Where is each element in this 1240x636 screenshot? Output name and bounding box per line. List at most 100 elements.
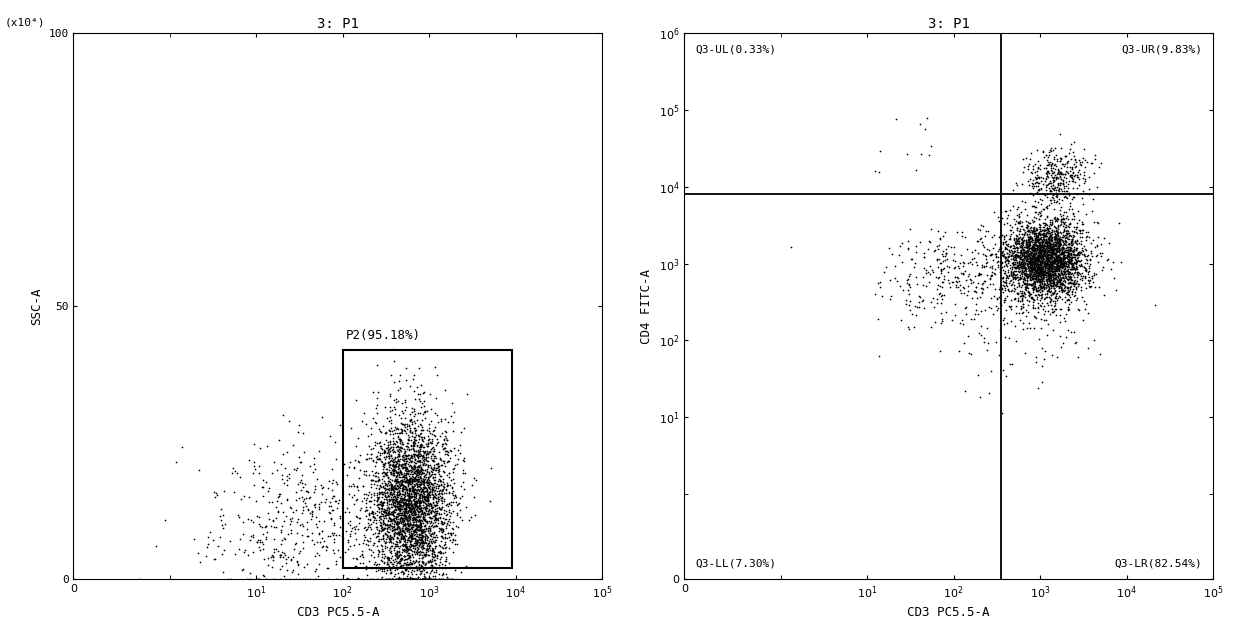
Point: [420, 469, 440, 480]
Point: [1030, 247, 1050, 257]
Point: [362, 466, 382, 476]
Point: [1021, 232, 1040, 242]
Point: [1022, 235, 1042, 245]
Point: [1028, 186, 1048, 197]
Point: [379, 439, 399, 449]
Point: [983, 243, 1003, 253]
Point: [1033, 262, 1053, 272]
Point: [1064, 272, 1084, 282]
Point: [1002, 222, 1022, 232]
Point: [379, 504, 399, 515]
Point: [398, 434, 418, 444]
Point: [401, 541, 420, 551]
Point: [432, 542, 451, 552]
Point: [171, 441, 191, 452]
Point: [358, 508, 378, 518]
Point: [402, 452, 422, 462]
Point: [983, 279, 1003, 289]
Point: [399, 490, 419, 500]
Point: [387, 494, 407, 504]
Point: [348, 433, 368, 443]
Point: [1030, 266, 1050, 276]
Point: [384, 462, 404, 472]
Point: [1033, 266, 1053, 276]
Point: [330, 494, 350, 504]
Point: [382, 551, 402, 561]
Point: [424, 562, 444, 572]
Point: [1028, 254, 1048, 265]
Point: [383, 555, 403, 565]
Point: [360, 522, 379, 532]
Point: [1079, 275, 1099, 286]
Point: [405, 537, 425, 547]
Point: [970, 392, 990, 403]
Point: [1056, 258, 1076, 268]
Point: [281, 525, 301, 535]
Point: [432, 485, 451, 495]
Point: [1013, 291, 1033, 301]
Point: [1022, 167, 1042, 177]
Point: [381, 479, 401, 489]
Point: [388, 501, 408, 511]
Point: [1007, 268, 1027, 279]
Point: [1040, 272, 1060, 282]
Point: [1043, 181, 1063, 191]
Point: [320, 497, 340, 507]
Point: [1044, 268, 1064, 278]
Point: [1054, 313, 1074, 323]
Point: [423, 464, 443, 474]
Point: [391, 460, 410, 471]
Point: [397, 487, 417, 497]
Point: [295, 493, 315, 503]
Point: [1011, 270, 1030, 280]
Point: [1028, 236, 1048, 246]
Point: [414, 492, 434, 502]
Point: [998, 258, 1018, 268]
Point: [366, 457, 386, 467]
Point: [387, 548, 407, 558]
Point: [1040, 290, 1060, 300]
Point: [947, 226, 967, 237]
Point: [1004, 272, 1024, 282]
Point: [993, 315, 1013, 326]
Point: [900, 224, 920, 234]
Point: [407, 468, 427, 478]
Point: [405, 432, 425, 443]
Point: [1029, 214, 1049, 224]
Point: [405, 527, 425, 537]
Point: [408, 506, 428, 516]
Point: [402, 501, 422, 511]
Point: [1045, 249, 1065, 259]
Point: [398, 500, 418, 510]
Point: [1017, 252, 1037, 263]
Point: [436, 552, 456, 562]
Point: [362, 508, 382, 518]
Point: [422, 464, 441, 474]
Point: [1066, 278, 1086, 288]
Point: [968, 247, 988, 258]
Point: [393, 499, 413, 509]
Point: [1029, 253, 1049, 263]
Point: [1038, 233, 1058, 243]
Point: [397, 522, 417, 532]
Point: [1030, 264, 1050, 274]
Point: [1019, 244, 1039, 254]
Point: [1024, 246, 1044, 256]
Point: [368, 574, 388, 584]
Point: [396, 522, 415, 532]
Point: [1071, 247, 1091, 258]
Point: [1016, 289, 1035, 299]
Point: [1012, 265, 1032, 275]
Point: [362, 489, 382, 499]
Point: [435, 514, 455, 524]
Point: [1014, 279, 1034, 289]
Point: [279, 529, 299, 539]
Point: [336, 526, 356, 536]
Point: [374, 519, 394, 529]
Point: [356, 466, 376, 476]
Point: [404, 485, 424, 495]
Point: [1006, 239, 1025, 249]
Point: [405, 480, 425, 490]
Point: [1076, 244, 1096, 254]
Point: [221, 536, 241, 546]
